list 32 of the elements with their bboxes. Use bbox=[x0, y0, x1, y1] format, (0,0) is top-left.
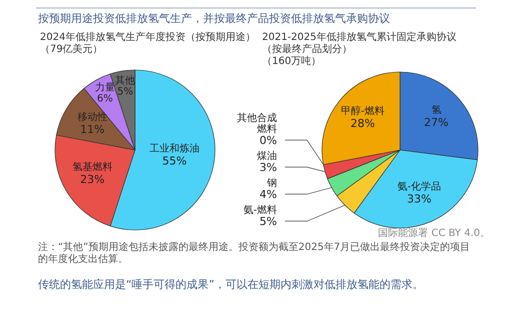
chart-subtitle: （160万吨） bbox=[262, 55, 322, 67]
data-label: 11% bbox=[80, 122, 105, 136]
text: 按预期用途投资低排放氢气生产，并按最终产品投资低排放氢气承购协议 bbox=[38, 12, 390, 25]
slice-label: 移动性 bbox=[77, 110, 108, 123]
data-label: 27% bbox=[424, 116, 448, 130]
data-label: 5% bbox=[117, 86, 134, 98]
slice-label: 力量 bbox=[94, 81, 115, 94]
chart-subtitle: （79亿美元） bbox=[40, 43, 103, 55]
slice-label: 氢基燃料 bbox=[72, 161, 112, 174]
data-label: 55% bbox=[162, 154, 187, 168]
category-label: 其他合成燃料 bbox=[237, 113, 277, 136]
data-label: 33% bbox=[406, 192, 432, 206]
data-label: 5% bbox=[260, 215, 277, 228]
slice-label: 钢 bbox=[266, 178, 277, 190]
slice-label: 煤油 bbox=[257, 150, 277, 162]
slice-label: 其他 bbox=[115, 74, 136, 86]
text: 注：“其他”预期用途包括未披露的最终用途。投资额为截至2025年7月已做出最终投资决定的项目的年度化支出估算。 bbox=[38, 241, 470, 265]
data-label: 4% bbox=[260, 188, 277, 202]
slice-label: 氨-燃料 bbox=[243, 204, 277, 216]
slice-label: 工业和炼油 bbox=[150, 142, 200, 154]
chart-title: 2024年低排放氢气生产年度投资（按预期用途） bbox=[40, 31, 256, 43]
data-label: 6% bbox=[97, 93, 113, 104]
slice-label: 甲醇-燃料 bbox=[340, 105, 385, 118]
text: 传统的氢能应用是“唾手可得的成果”，可以在短期内刺激对低排放氢能的需求。 bbox=[38, 278, 424, 291]
slice-label: 氢 bbox=[431, 105, 442, 116]
text: 0% bbox=[260, 134, 277, 148]
text: 国际能源署 CC BY 4.0。 bbox=[378, 227, 490, 239]
data-label: 23% bbox=[80, 173, 105, 186]
chart-title: 2021-2025年低排放氢气累计固定承购协议（按最终产品划分） bbox=[262, 31, 457, 55]
data-label: 3% bbox=[260, 161, 277, 174]
slice-label: 氨-化学品 bbox=[397, 180, 442, 192]
data-label: 28% bbox=[350, 117, 375, 130]
